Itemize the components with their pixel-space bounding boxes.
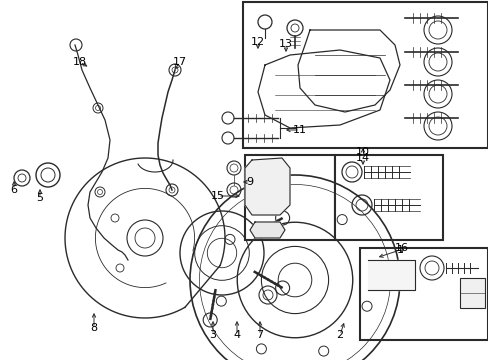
- Text: 11: 11: [292, 125, 306, 135]
- Polygon shape: [244, 158, 289, 215]
- Bar: [459, 278, 484, 308]
- Polygon shape: [367, 260, 414, 290]
- Bar: [243, 2, 487, 148]
- Text: 4: 4: [233, 330, 240, 340]
- Text: 16: 16: [394, 243, 408, 253]
- Bar: [244, 155, 334, 240]
- Bar: [359, 248, 487, 340]
- Text: 14: 14: [355, 153, 369, 163]
- Text: 12: 12: [250, 37, 264, 47]
- Text: 9: 9: [246, 177, 253, 187]
- Text: 18: 18: [73, 57, 87, 67]
- Text: 10: 10: [355, 147, 369, 157]
- Bar: [334, 155, 442, 240]
- Text: 13: 13: [279, 39, 292, 49]
- Text: 15: 15: [210, 191, 224, 201]
- Text: 8: 8: [90, 323, 98, 333]
- Text: 7: 7: [256, 330, 263, 340]
- Text: 2: 2: [336, 330, 343, 340]
- Text: 5: 5: [37, 193, 43, 203]
- Text: 1: 1: [396, 245, 403, 255]
- Text: 17: 17: [173, 57, 187, 67]
- Polygon shape: [249, 222, 285, 238]
- Text: 3: 3: [209, 330, 216, 340]
- Text: 6: 6: [10, 185, 18, 195]
